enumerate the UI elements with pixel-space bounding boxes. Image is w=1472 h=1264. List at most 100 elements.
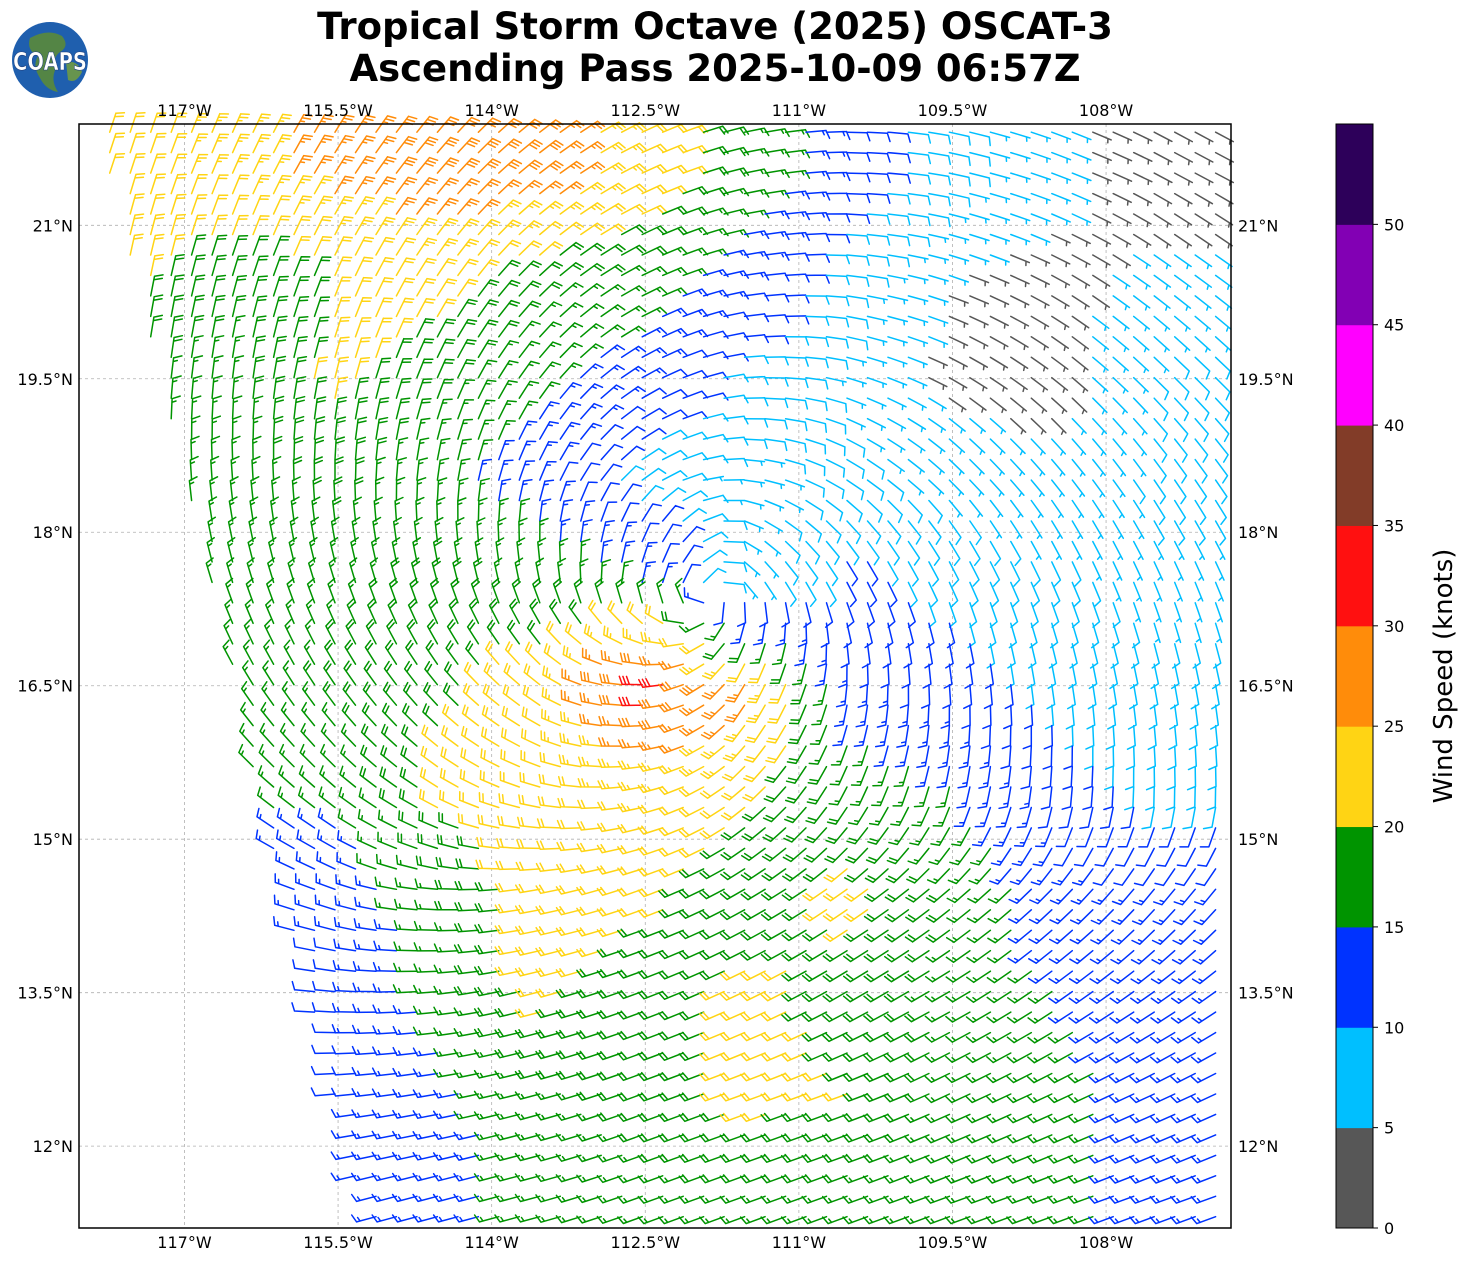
wind-barb (514, 1152, 541, 1162)
wind-barb (699, 868, 725, 880)
wind-barb (1165, 786, 1176, 811)
wind-barb (764, 479, 786, 490)
wind-barb (252, 154, 271, 174)
wind-barb (1132, 376, 1149, 394)
wind-barb (539, 200, 564, 215)
wind-barb (1007, 949, 1033, 964)
wind-barb (498, 497, 509, 522)
wind-barb (537, 795, 562, 809)
wind-barb (986, 1011, 1012, 1024)
wind-barb (1092, 868, 1114, 886)
wind-barb (1071, 356, 1089, 373)
wind-barb (520, 728, 541, 747)
wind-barb (866, 295, 888, 304)
wind-barb (1193, 909, 1217, 926)
wind-barb (1170, 1072, 1196, 1084)
wind-barb (518, 320, 541, 338)
wind-barb (436, 298, 457, 318)
wind-barb (781, 1031, 807, 1042)
wind-barb (354, 476, 364, 502)
wind-barb (641, 286, 668, 297)
wind-barb (272, 415, 284, 440)
wind-barb (211, 214, 228, 236)
wind-barb (314, 894, 336, 911)
lon-tick-label: 108°W (1079, 101, 1134, 120)
wind-barb (331, 496, 342, 522)
wind-barb (809, 724, 828, 745)
wind-barb (986, 1052, 1012, 1064)
wind-barb (907, 233, 931, 248)
wind-barb (1150, 1011, 1176, 1024)
wind-barb (658, 909, 684, 919)
wind-barb (318, 786, 336, 809)
wind-barb (723, 187, 750, 197)
wind-barb (457, 338, 477, 359)
wind-barb (1030, 233, 1051, 246)
wind-barb (985, 1093, 1012, 1104)
wind-barb (661, 449, 688, 461)
wind-barb (310, 1065, 336, 1076)
wind-barb (424, 660, 439, 686)
wind-barb (945, 929, 971, 944)
lat-tick-label: 16.5°N (1238, 677, 1294, 696)
wind-barb (928, 254, 950, 264)
wind-barb (353, 918, 377, 932)
wind-barb (1150, 990, 1176, 1004)
wind-barb (885, 868, 910, 884)
wind-barb (925, 949, 951, 963)
wind-barb (535, 862, 562, 873)
wind-barb (661, 226, 688, 236)
wind-barb (969, 376, 988, 392)
wind-barb (356, 852, 377, 870)
wind-barb (764, 397, 789, 409)
wind-barb (825, 254, 851, 265)
wind-barb (876, 704, 889, 728)
map-frame (78, 123, 1232, 1229)
wind-barb (620, 244, 647, 256)
wind-barb (948, 274, 970, 286)
wind-barb (293, 134, 313, 154)
wind-barb (987, 929, 1012, 944)
wind-barb (781, 949, 807, 962)
wind-barb (781, 929, 807, 942)
wind-barb (700, 765, 725, 780)
colorbar-bin (1336, 224, 1373, 326)
wind-barb (537, 537, 547, 563)
wind-barb (1048, 970, 1074, 984)
wind-barb (846, 192, 871, 204)
wind-barb (293, 395, 306, 420)
wind-barb (401, 724, 418, 747)
wind-barb (1041, 765, 1053, 790)
lat-tick-label: 19.5°N (17, 370, 73, 389)
wind-barb (539, 220, 564, 236)
wind-barb (1110, 949, 1135, 965)
wind-barb (498, 360, 519, 379)
wind-barb (1170, 1052, 1196, 1064)
wind-barb (559, 732, 582, 747)
wind-barb (1132, 151, 1153, 165)
wind-barb (764, 356, 789, 366)
wind-barb (559, 322, 584, 338)
wind-barb (1048, 990, 1074, 1004)
wind-barb (453, 1048, 480, 1058)
wind-barb (752, 622, 766, 646)
wind-barb (494, 966, 521, 977)
wind-barb (780, 1052, 807, 1062)
wind-barb (436, 418, 452, 440)
wind-barb (502, 684, 521, 706)
wind-barb (1071, 458, 1086, 477)
wind-barb (1132, 417, 1148, 436)
wind-barb (313, 175, 334, 195)
wind-barb (894, 745, 910, 768)
wind-barb (1195, 868, 1217, 887)
wind-barb (313, 296, 331, 318)
wind-barb (598, 715, 623, 727)
wind-barb (416, 297, 436, 318)
wind-barb (374, 897, 398, 911)
wind-barb (805, 479, 825, 498)
wind-barb (1088, 1011, 1114, 1024)
wind-barb (395, 156, 418, 174)
wind-barb (887, 417, 907, 432)
wind-barb (149, 193, 166, 215)
wind-barb (239, 701, 254, 727)
